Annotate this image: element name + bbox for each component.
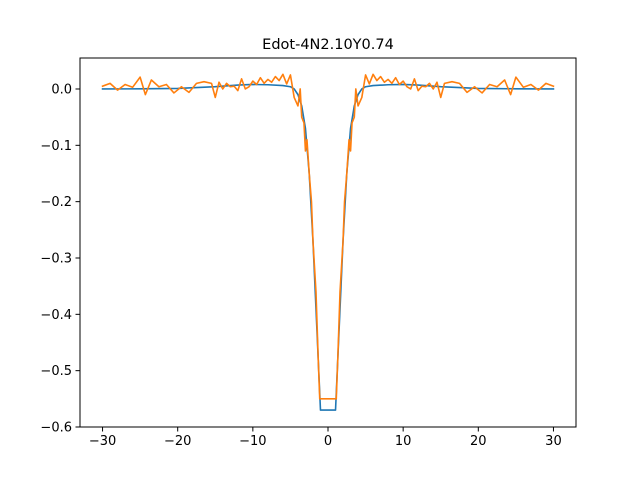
y-tick-label: −0.1 — [40, 139, 72, 154]
y-tick-label: −0.6 — [40, 421, 72, 436]
x-tick-label: 20 — [470, 434, 487, 449]
series-layer — [101, 73, 555, 411]
series-line-1 — [101, 83, 555, 411]
x-tick-label: −20 — [164, 434, 191, 449]
x-tick-label: 0 — [324, 434, 332, 449]
chart-title: Edot-4N2.10Y0.74 — [262, 37, 394, 53]
y-tick-label: 0.0 — [51, 82, 72, 97]
x-tick-label: 30 — [545, 434, 562, 449]
x-tick-label: −10 — [239, 434, 266, 449]
y-tick-label: −0.3 — [40, 251, 72, 266]
series-line-2 — [101, 73, 555, 400]
x-tick-label: 10 — [395, 434, 412, 449]
axes-layer: −30 −20 −10 0 10 20 30 0.0 −0.1 −0.2 −0.3 −0.4 −0.5 −… — [40, 57, 577, 449]
y-tick-label: −0.4 — [40, 308, 72, 323]
y-tick-label: −0.5 — [40, 364, 72, 379]
y-tick-label: −0.2 — [40, 195, 72, 210]
x-tick-label: −30 — [89, 434, 116, 449]
